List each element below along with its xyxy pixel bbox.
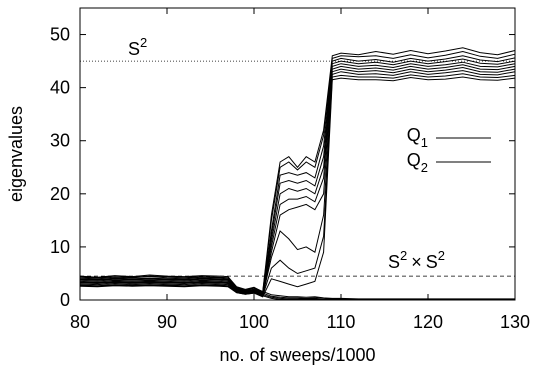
ref1-sup: 2 <box>140 35 147 50</box>
y-tick-label: 30 <box>50 131 70 151</box>
reference-label-s2xs2: S2 × S2 <box>388 248 445 272</box>
series-line-9 <box>79 73 516 297</box>
legend-q2-base: Q <box>407 150 421 170</box>
x-tick-label: 130 <box>500 312 530 332</box>
ref1-base: S <box>128 39 140 59</box>
series-line-10 <box>79 76 516 298</box>
y-tick-label: 10 <box>50 237 70 257</box>
y-tick-label: 50 <box>50 25 70 45</box>
y-axis-label: eigenvalues <box>6 106 26 202</box>
x-axis-label: no. of sweeps/1000 <box>219 345 375 365</box>
series-line-6 <box>79 64 516 296</box>
legend-q1-base: Q <box>407 125 421 145</box>
series-line-4 <box>79 58 516 295</box>
series-line-3 <box>79 55 516 294</box>
series-line-7 <box>79 66 516 296</box>
x-tick-label: 90 <box>157 312 177 332</box>
y-tick-label: 40 <box>50 78 70 98</box>
ref2-sup2: 2 <box>438 248 445 263</box>
legend-q2-sub: 2 <box>421 160 428 175</box>
series-lines <box>79 47 516 301</box>
reference-label-s2: S2 <box>128 35 147 59</box>
series-line-5 <box>79 61 516 295</box>
legend-entry-q1: Q1 <box>407 125 428 150</box>
ref2-base: S <box>388 252 400 272</box>
y-tick-label: 20 <box>50 184 70 204</box>
x-tick-label: 80 <box>70 312 90 332</box>
legend: Q1 Q2 <box>407 125 491 175</box>
series-line-2 <box>79 50 516 294</box>
x-tick-label: 110 <box>327 312 356 332</box>
x-axis-ticks: 80 90 100 110 120 130 <box>70 8 530 332</box>
y-axis-ticks: 0 10 20 30 40 50 <box>50 25 515 310</box>
x-tick-label: 120 <box>413 312 443 332</box>
series-line-1 <box>79 47 516 293</box>
legend-entry-q2: Q2 <box>407 150 428 175</box>
series-line-11 <box>79 275 515 300</box>
y-tick-label: 0 <box>60 290 70 310</box>
ref2-sup: 2 <box>400 248 407 263</box>
series-line-8 <box>79 70 516 297</box>
reference-lines <box>80 60 515 277</box>
ref2-base2: S <box>426 252 438 272</box>
legend-q1-sub: 1 <box>421 135 428 150</box>
plot-frame <box>79 7 516 301</box>
x-tick-label: 100 <box>239 312 269 332</box>
ref2-times: × <box>411 252 422 272</box>
